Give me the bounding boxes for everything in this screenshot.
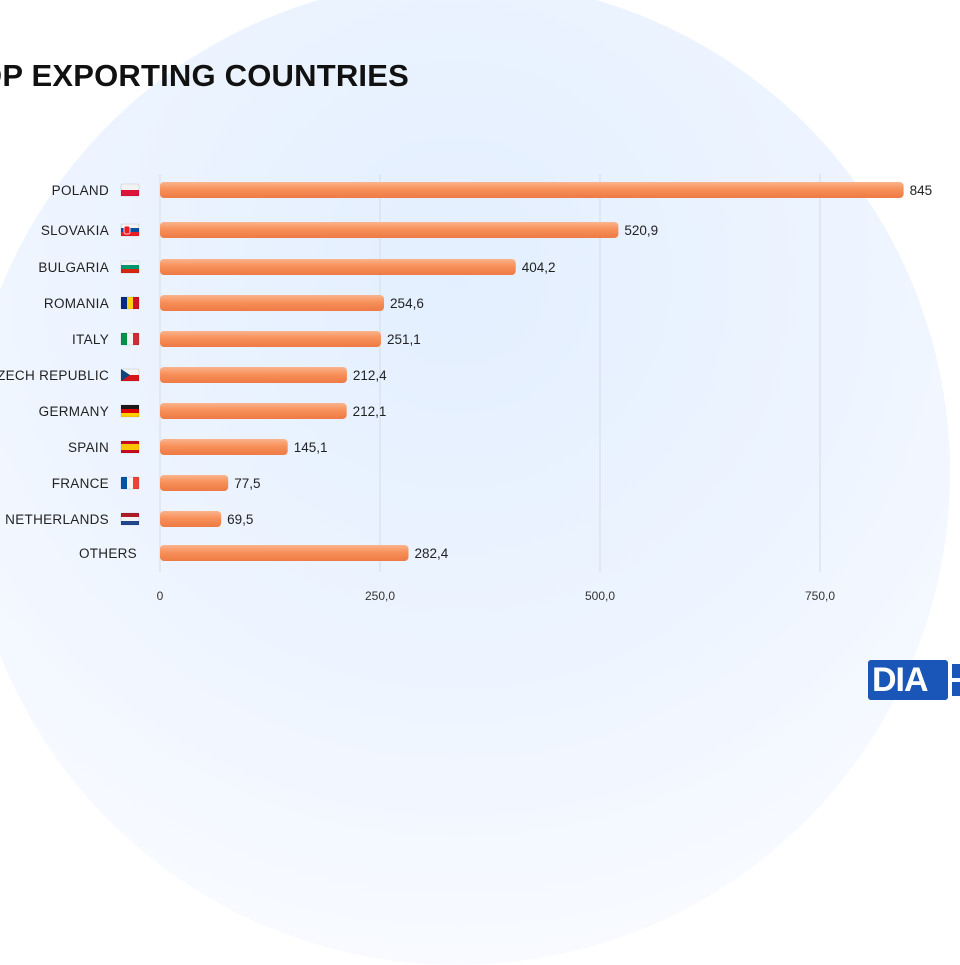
x-tick-label: 0 — [157, 589, 164, 603]
category-label: ROMANIA — [44, 296, 109, 311]
value-label: 77,5 — [234, 476, 260, 491]
value-label: 845 — [910, 183, 933, 198]
bar — [160, 511, 222, 527]
bar — [160, 367, 347, 383]
bar — [160, 182, 904, 198]
value-label: 212,4 — [353, 368, 387, 383]
spain-flag-icon — [120, 440, 140, 454]
bar — [160, 475, 229, 491]
value-label: 520,9 — [624, 223, 658, 238]
netherlands-flag-icon — [120, 512, 140, 526]
romania-flag-icon — [120, 296, 140, 310]
italy-flag-icon — [120, 332, 140, 346]
bar — [160, 545, 409, 561]
x-tick-label: 500,0 — [585, 589, 615, 603]
category-label: ITALY — [72, 332, 109, 347]
dia-logo: DIA — [868, 660, 960, 700]
bar — [160, 331, 381, 347]
category-label: GERMANY — [39, 404, 109, 419]
czech-republic-flag-icon — [120, 368, 140, 382]
category-label: OTHERS — [79, 546, 137, 561]
bar-chart: POLAND 845 SLOVAKIA 520,9 BULGARIA 404,2 ROMAN… — [0, 174, 933, 603]
value-label: 282,4 — [415, 546, 449, 561]
bar — [160, 222, 619, 238]
value-label: 145,1 — [294, 440, 328, 455]
value-label: 251,1 — [387, 332, 421, 347]
bar — [160, 403, 347, 419]
category-label: POLAND — [52, 183, 109, 198]
category-label: FRANCE — [52, 476, 109, 491]
x-tick-label: 250,0 — [365, 589, 395, 603]
x-tick-label: 750,0 — [805, 589, 835, 603]
france-flag-icon — [120, 476, 140, 490]
category-label: SLOVAKIA — [41, 223, 109, 238]
bar — [160, 259, 516, 275]
bulgaria-flag-icon — [120, 260, 140, 274]
category-label: NETHERLANDS — [5, 512, 109, 527]
category-label: BULGARIA — [38, 260, 109, 275]
poland-flag-icon — [120, 183, 140, 197]
value-label: 69,5 — [227, 512, 253, 527]
category-label: SPAIN — [68, 440, 109, 455]
slovakia-flag-icon — [120, 223, 140, 237]
value-label: 254,6 — [390, 296, 424, 311]
category-label: ZECH REPUBLIC — [0, 368, 109, 383]
bar — [160, 295, 385, 311]
value-label: 404,2 — [522, 260, 556, 275]
value-label: 212,1 — [353, 404, 387, 419]
bar — [160, 439, 288, 455]
germany-flag-icon — [120, 404, 140, 418]
chart-title: OP EXPORTING COUNTRIES — [0, 58, 409, 93]
